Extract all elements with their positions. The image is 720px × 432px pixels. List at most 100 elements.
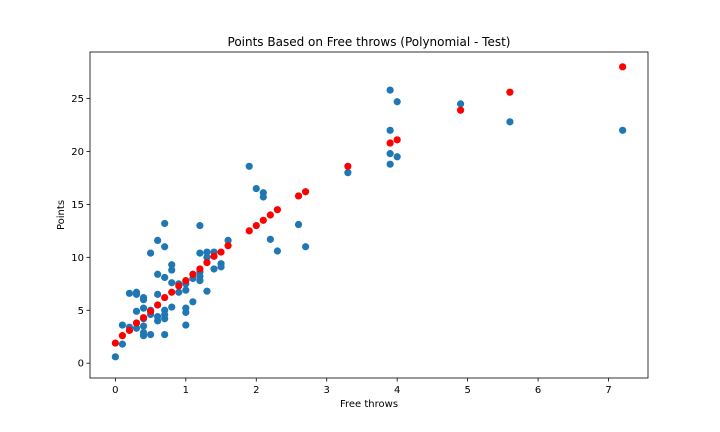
y-tick-label: 25: [71, 94, 84, 105]
data-point: [189, 270, 197, 278]
x-tick-label: 5: [464, 385, 470, 396]
x-tick-label: 6: [535, 385, 541, 396]
data-point: [203, 259, 211, 267]
x-tick-label: 4: [394, 385, 400, 396]
data-point: [259, 216, 267, 224]
series-0: [111, 86, 627, 361]
data-point: [196, 265, 204, 273]
plot-area-frame: [89, 51, 649, 379]
data-point: [266, 211, 274, 219]
y-axis-ticks: 0 5 10 15 20 25: [71, 94, 90, 370]
data-point: [203, 253, 211, 261]
data-point: [139, 293, 148, 302]
chart-title: Points Based on Free throws (Polynomial …: [228, 35, 511, 49]
data-point: [168, 266, 176, 274]
data-point: [224, 236, 232, 245]
data-point: [196, 249, 204, 257]
data-point: [161, 315, 169, 323]
data-point: [182, 286, 190, 294]
data-point: [118, 321, 127, 329]
data-point: [111, 353, 119, 361]
data-point: [259, 193, 267, 201]
data-point: [132, 319, 141, 327]
data-point: [344, 162, 352, 170]
data-point: [386, 139, 394, 147]
data-point: [386, 160, 394, 168]
y-tick-label: 20: [71, 147, 84, 158]
data-point: [132, 307, 141, 315]
data-point: [139, 314, 148, 322]
y-tick-label: 10: [71, 253, 84, 264]
data-point: [139, 322, 148, 330]
data-point: [301, 243, 310, 251]
data-point: [139, 328, 148, 337]
data-point: [224, 242, 232, 250]
data-point: [139, 304, 148, 312]
data-point: [217, 248, 225, 256]
x-tick-label: 2: [253, 385, 259, 396]
x-tick-label: 1: [183, 385, 189, 396]
data-point: [125, 326, 134, 334]
data-point: [118, 340, 127, 348]
data-point: [182, 321, 190, 329]
data-point: [203, 248, 211, 256]
data-point: [393, 98, 401, 106]
y-tick-label: 0: [78, 359, 84, 370]
data-point: [386, 150, 394, 158]
data-point: [386, 126, 394, 134]
data-point: [168, 288, 176, 296]
data-point: [196, 221, 204, 230]
data-point: [161, 243, 169, 251]
data-point: [456, 100, 465, 108]
data-point: [154, 317, 162, 325]
data-point: [175, 282, 183, 290]
data-point: [146, 307, 155, 315]
data-point: [344, 169, 352, 177]
data-point: [210, 265, 218, 273]
data-point: [506, 118, 514, 126]
data-point: [182, 277, 190, 285]
data-point: [168, 303, 176, 311]
data-point: [168, 279, 176, 287]
data-point: [294, 220, 303, 229]
data-point: [168, 261, 176, 269]
data-point: [132, 324, 141, 332]
data-point: [132, 290, 141, 298]
data-points: [111, 63, 627, 361]
data-point: [619, 126, 627, 134]
data-point: [393, 153, 401, 161]
data-point: [245, 227, 253, 235]
data-point: [273, 247, 282, 255]
data-point: [154, 301, 162, 309]
data-point: [154, 270, 162, 278]
data-point: [161, 219, 169, 228]
x-tick-label: 0: [112, 385, 118, 396]
data-point: [386, 86, 394, 94]
data-point: [125, 289, 134, 297]
data-point: [146, 249, 155, 257]
data-point: [456, 106, 465, 114]
data-point: [203, 287, 211, 295]
series-1: [111, 63, 627, 347]
data-point: [301, 188, 310, 196]
data-point: [506, 88, 514, 96]
x-tick-label: 3: [324, 385, 330, 396]
data-point: [111, 339, 119, 347]
data-point: [266, 235, 274, 243]
data-point: [252, 184, 260, 193]
data-point: [294, 192, 303, 200]
data-point: [217, 263, 225, 271]
data-point: [252, 221, 260, 230]
data-point: [175, 288, 183, 296]
data-point: [146, 331, 155, 339]
data-point: [161, 293, 169, 302]
data-point: [118, 332, 127, 340]
data-point: [196, 277, 204, 285]
y-axis-label: Points: [56, 200, 67, 230]
data-point: [393, 136, 401, 144]
data-point: [161, 273, 169, 282]
data-point: [273, 206, 282, 214]
data-point: [245, 162, 253, 170]
y-tick-label: 15: [71, 200, 84, 211]
